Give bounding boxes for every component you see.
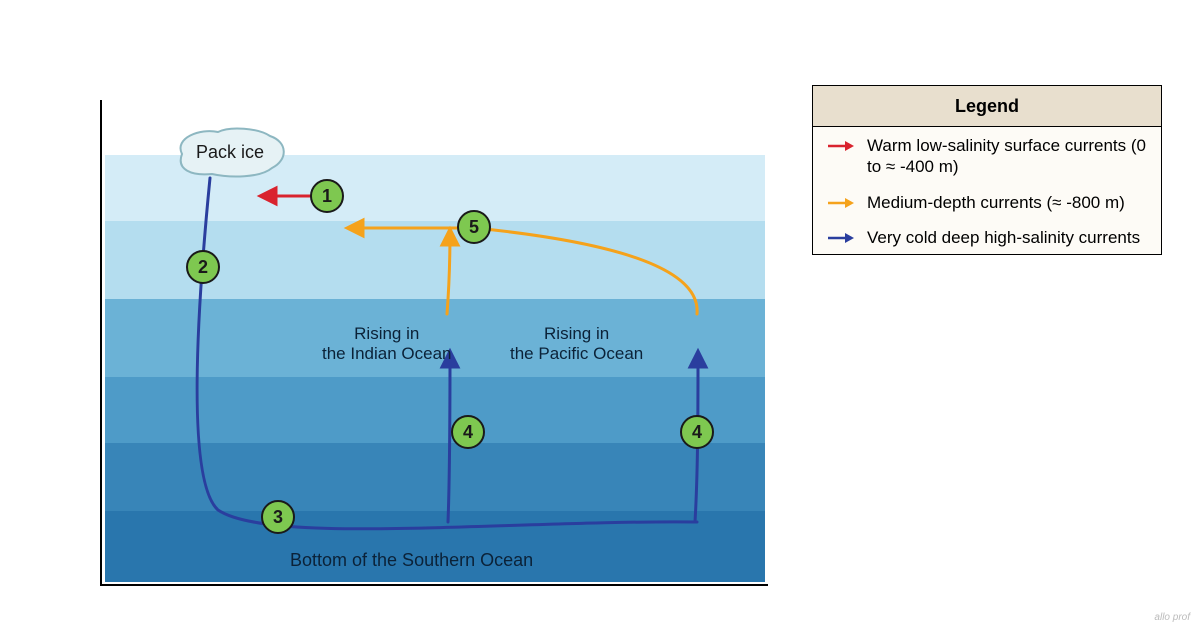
- legend-text: Very cold deep high-salinity currents: [867, 227, 1147, 248]
- legend-text: Warm low-salinity surface currents (0 to…: [867, 135, 1147, 178]
- legend-box: Legend Warm low-salinity surface current…: [812, 85, 1162, 255]
- ocean-layer: [105, 377, 765, 443]
- label-pacific-ocean: Rising in the Pacific Ocean: [510, 324, 643, 365]
- badge-2: 2: [186, 250, 220, 284]
- legend-row: Medium-depth currents (≈ -800 m): [813, 184, 1161, 219]
- legend-arrow-icon: [827, 227, 855, 245]
- ocean-cross-section: [105, 155, 765, 582]
- legend-row: Very cold deep high-salinity currents: [813, 219, 1161, 254]
- diagram-stage: Pack ice Rising in the Indian Ocean Risi…: [0, 0, 1200, 629]
- badge-4: 4: [451, 415, 485, 449]
- pack-ice-label: Pack ice: [170, 124, 290, 180]
- legend-arrow-icon: [827, 192, 855, 210]
- badge-5: 5: [457, 210, 491, 244]
- ocean-layer: [105, 443, 765, 511]
- legend-arrow-icon: [827, 135, 855, 153]
- watermark: allo prof: [1154, 612, 1190, 623]
- badge-3: 3: [261, 500, 295, 534]
- legend-body: Warm low-salinity surface currents (0 to…: [813, 127, 1161, 254]
- legend-title: Legend: [813, 86, 1161, 127]
- legend-text: Medium-depth currents (≈ -800 m): [867, 192, 1147, 213]
- label-indian-ocean: Rising in the Indian Ocean: [322, 324, 451, 365]
- badge-4: 4: [680, 415, 714, 449]
- pack-ice-text: Pack ice: [196, 142, 264, 163]
- x-axis: [100, 584, 768, 586]
- badge-1: 1: [310, 179, 344, 213]
- y-axis: [100, 100, 102, 586]
- label-bottom-ocean: Bottom of the Southern Ocean: [290, 550, 533, 572]
- legend-row: Warm low-salinity surface currents (0 to…: [813, 127, 1161, 184]
